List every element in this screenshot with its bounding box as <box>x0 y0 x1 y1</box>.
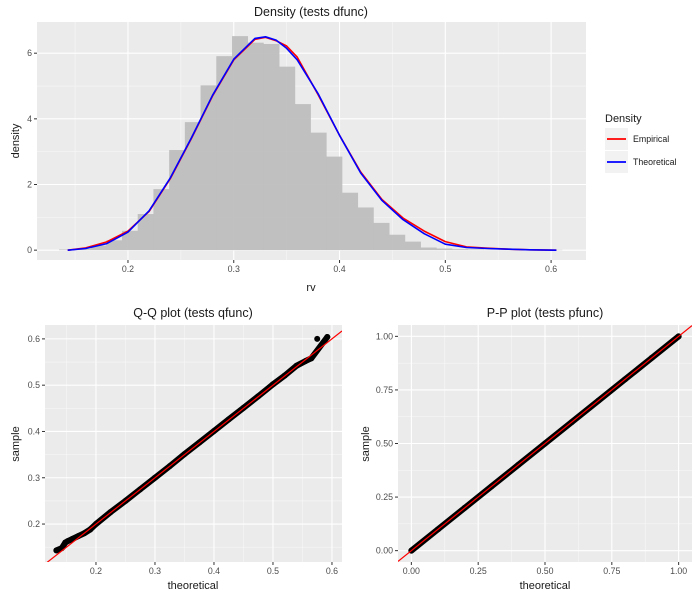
qq-reference-line <box>46 330 342 562</box>
histogram-bar <box>357 207 374 251</box>
qq-marks <box>46 330 342 562</box>
qq-plot-title: Q-Q plot (tests qfunc) <box>133 306 252 320</box>
qq-point <box>324 334 331 341</box>
pp-x-label: theoretical <box>520 580 571 592</box>
histogram-bar <box>184 122 201 251</box>
qq-y-tick-label: 0.3 <box>28 473 40 483</box>
density-plot-title: Density (tests dfunc) <box>254 5 368 19</box>
qq-panel: 0.2 0.3 0.4 0.5 0.6 0.2 0.3 0.4 0.5 0.6 <box>28 325 342 576</box>
qq-point <box>69 535 76 542</box>
pp-x-tick-label: 1.00 <box>670 566 687 576</box>
qq-point <box>53 547 60 554</box>
density-curve-theoretical <box>67 35 557 251</box>
pp-y-label: sample <box>360 426 372 461</box>
legend-title: Density <box>605 113 642 125</box>
histogram-bar <box>90 245 107 251</box>
density-x-tick-label: 0.3 <box>228 264 240 274</box>
qq-point <box>75 533 82 540</box>
pp-reference-line <box>398 325 692 562</box>
histogram-bar <box>342 192 359 251</box>
legend: Density Empirical Theoretical <box>605 113 677 173</box>
histogram-bar <box>200 85 217 251</box>
qq-y-tick-label: 0.4 <box>28 426 40 436</box>
histogram-bar <box>153 189 170 251</box>
histogram-bar <box>59 249 76 251</box>
histogram-bar <box>452 249 469 251</box>
density-y-tick-label: 6 <box>27 48 32 58</box>
histogram-bar <box>467 249 484 251</box>
legend-label-theoretical: Theoretical <box>633 157 677 167</box>
histogram-bar <box>436 248 453 251</box>
qq-x-tick-label: 0.3 <box>149 566 161 576</box>
histogram-bar <box>137 214 154 251</box>
pp-y-tick-label: 0.50 <box>376 439 393 449</box>
histogram-bar <box>216 56 233 251</box>
qq-point <box>314 335 321 342</box>
qq-x-tick-label: 0.4 <box>208 566 220 576</box>
histogram-bar <box>389 234 406 251</box>
histogram-bar <box>420 247 437 251</box>
qq-x-tick-label: 0.6 <box>326 566 338 576</box>
qq-y-tick-label: 0.6 <box>28 334 40 344</box>
qq-point <box>64 538 71 545</box>
qq-y-tick-label: 0.5 <box>28 380 40 390</box>
density-y-tick-label: 4 <box>27 114 32 124</box>
density-x-tick-label: 0.2 <box>122 264 134 274</box>
histogram-bar <box>404 241 421 251</box>
density-marks <box>59 35 563 251</box>
histogram-bar <box>326 156 343 251</box>
pp-x-tick-label: 0.25 <box>470 566 487 576</box>
qq-x-label: theoretical <box>168 580 219 592</box>
density-y-label: density <box>10 123 22 158</box>
pp-y-tick-label: 1.00 <box>376 331 393 341</box>
legend-label-empirical: Empirical <box>633 134 669 144</box>
pp-y-tick-label: 0.75 <box>376 385 393 395</box>
pp-marks <box>398 325 692 562</box>
qq-point <box>302 358 309 365</box>
pp-panel: 0.00 0.25 0.50 0.75 1.00 0.00 0.25 0.50 0.75 1.00 <box>376 325 692 576</box>
histogram-bar <box>294 104 311 251</box>
pp-y-tick-label: 0.25 <box>376 492 393 502</box>
histogram-bar <box>106 240 123 251</box>
qq-x-tick-label: 0.2 <box>90 566 102 576</box>
density-x-label: rv <box>306 282 316 294</box>
histogram-bar <box>121 230 139 251</box>
qq-y-label: sample <box>10 426 22 461</box>
density-y-tick-label: 2 <box>27 179 32 189</box>
pp-x-tick-label: 0.50 <box>536 566 553 576</box>
density-x-tick-label: 0.4 <box>333 264 345 274</box>
histogram-bar <box>74 249 91 251</box>
density-panel: 0.2 0.3 0.4 0.5 0.6 0 2 4 6 <box>27 22 586 274</box>
density-y-tick-label: 0 <box>27 245 32 255</box>
histogram-bar <box>310 132 327 251</box>
histogram-bar <box>247 42 264 251</box>
pp-y-tick-label: 0.00 <box>376 546 393 556</box>
histogram-bar <box>279 66 296 251</box>
pp-x-tick-label: 0.00 <box>403 566 420 576</box>
density-x-tick-label: 0.5 <box>439 264 451 274</box>
pp-x-tick-label: 0.75 <box>603 566 620 576</box>
pp-plot-title: P-P plot (tests pfunc) <box>487 306 604 320</box>
qq-y-tick-label: 0.2 <box>28 519 40 529</box>
histogram-bar <box>373 222 390 251</box>
density-x-tick-label: 0.6 <box>545 264 557 274</box>
qq-x-tick-label: 0.5 <box>267 566 279 576</box>
histogram-bar <box>232 36 249 251</box>
histogram-bar <box>263 43 280 251</box>
histogram-bar <box>169 150 186 251</box>
